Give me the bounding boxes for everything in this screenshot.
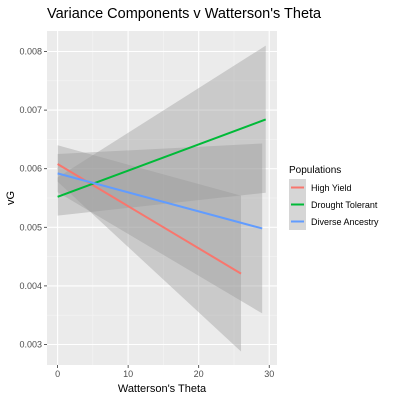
confidence-band xyxy=(57,143,263,314)
legend-label: Diverse Ancestry xyxy=(311,217,379,227)
confidence-band xyxy=(57,145,242,352)
legend: Populations High Yield Drought Tolerant Di… xyxy=(289,165,379,230)
regression-lines xyxy=(57,118,267,275)
x-tick-label: 0 xyxy=(55,369,60,379)
y-axis-label: vG xyxy=(5,191,17,205)
legend-title: Populations xyxy=(289,165,341,176)
x-tick-label: 20 xyxy=(194,369,204,379)
y-tick-label: 0.004 xyxy=(19,281,42,291)
y-tick-labels: 0.003 0.004 0.005 0.006 0.007 0.008 xyxy=(19,47,42,350)
y-tick-label: 0.007 xyxy=(19,105,42,115)
y-tick-label: 0.005 xyxy=(19,222,42,232)
series-line xyxy=(57,172,263,230)
axis-ticks xyxy=(44,51,270,368)
y-tick-label: 0.008 xyxy=(19,47,42,57)
legend-label: High Yield xyxy=(311,183,352,193)
grid-minor xyxy=(47,31,277,365)
x-tick-label: 10 xyxy=(123,369,133,379)
chart-title: Variance Components v Watterson's Theta xyxy=(47,6,322,22)
series-line xyxy=(57,118,267,198)
confidence-band xyxy=(57,45,266,216)
x-axis-label: Watterson's Theta xyxy=(118,383,207,395)
legend-label: Drought Tolerant xyxy=(311,200,378,210)
y-tick-label: 0.003 xyxy=(19,339,42,349)
x-tick-labels: 0 10 20 30 xyxy=(55,369,274,379)
confidence-bands xyxy=(57,45,266,352)
x-tick-label: 30 xyxy=(264,369,274,379)
y-tick-label: 0.006 xyxy=(19,164,42,174)
